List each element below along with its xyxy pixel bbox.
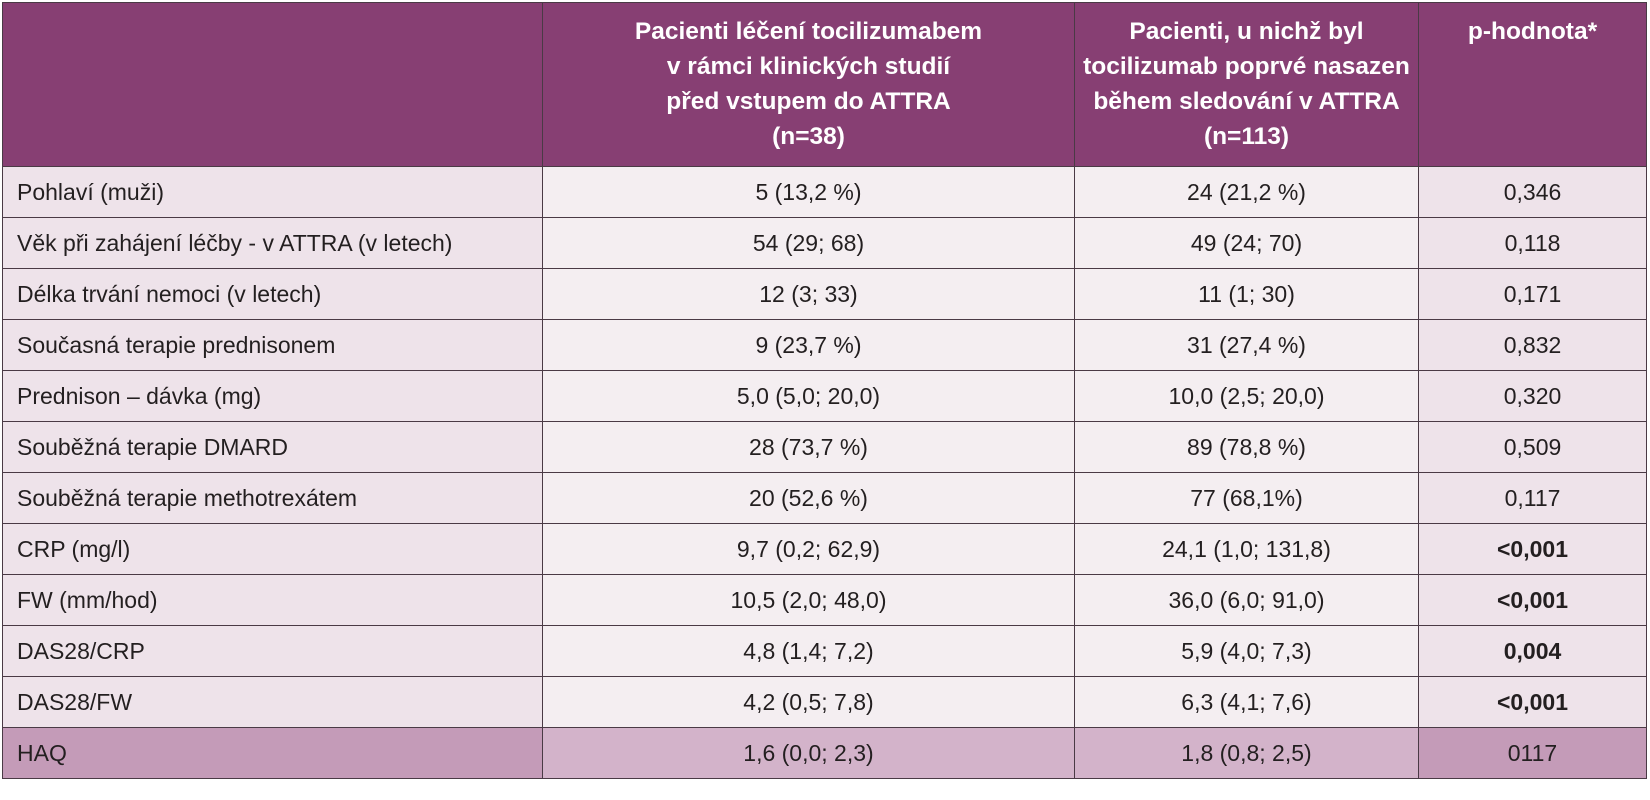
- p-value-cell: 0,171: [1418, 268, 1647, 320]
- group2-value-cell: 49 (24; 70): [1074, 217, 1419, 269]
- p-value-cell: 0,004: [1418, 625, 1647, 677]
- header-group2-line: během sledování v ATTRA: [1093, 88, 1400, 115]
- row-label-cell: CRP (mg/l): [2, 523, 543, 575]
- group2-value-cell: 1,8 (0,8; 2,5): [1074, 727, 1419, 779]
- header-p-value: p-hodnota*: [1418, 2, 1647, 167]
- table-row: Souběžná terapie DMARD 28 (73,7 %) 89 (78,…: [2, 421, 1647, 473]
- row-label-cell: Věk při zahájení léčby - v ATTRA (v lete…: [2, 217, 543, 269]
- p-value-cell: 0,320: [1418, 370, 1647, 422]
- group2-value-cell: 31 (27,4 %): [1074, 319, 1419, 371]
- group2-value-cell: 36,0 (6,0; 91,0): [1074, 574, 1419, 626]
- table-header: Pacienti léčení tocilizumabem v rámci kl…: [2, 2, 1647, 167]
- row-label-cell: DAS28/FW: [2, 676, 543, 728]
- header-group2: Pacienti, u nichž byl tocilizumab poprvé…: [1074, 2, 1419, 167]
- p-value-cell: 0117: [1418, 727, 1647, 779]
- p-value-cell: 0,832: [1418, 319, 1647, 371]
- comparison-table: Pacienti léčení tocilizumabem v rámci kl…: [2, 2, 1647, 779]
- group2-value-cell: 89 (78,8 %): [1074, 421, 1419, 473]
- group1-value-cell: 1,6 (0,0; 2,3): [542, 727, 1075, 779]
- header-group1-line: před vstupem do ATTRA: [666, 88, 951, 115]
- group2-value-cell: 24 (21,2 %): [1074, 166, 1419, 218]
- header-p-value-label: p-hodnota*: [1467, 18, 1598, 45]
- header-group2-line: Pacienti, u nichž byl: [1129, 18, 1364, 45]
- table-row: DAS28/CRP 4,8 (1,4; 7,2) 5,9 (4,0; 7,3) 0,0…: [2, 625, 1647, 677]
- header-group1-line: v rámci klinických studií: [666, 53, 951, 80]
- table-row: Souběžná terapie methotrexátem 20 (52,6 %…: [2, 472, 1647, 524]
- group1-value-cell: 5,0 (5,0; 20,0): [542, 370, 1075, 422]
- row-label-cell: Souběžná terapie DMARD: [2, 421, 543, 473]
- header-group1-line: Pacienti léčení tocilizumabem: [634, 18, 983, 45]
- table-row: CRP (mg/l) 9,7 (0,2; 62,9) 24,1 (1,0; 131,…: [2, 523, 1647, 575]
- table-row: HAQ 1,6 (0,0; 2,3) 1,8 (0,8; 2,5) 0117: [2, 727, 1647, 779]
- row-label-cell: Současná terapie prednisonem: [2, 319, 543, 371]
- header-empty-cell: [2, 2, 543, 167]
- row-label-cell: DAS28/CRP: [2, 625, 543, 677]
- row-label-cell: Prednison – dávka (mg): [2, 370, 543, 422]
- group1-value-cell: 5 (13,2 %): [542, 166, 1075, 218]
- comparison-table-container: Pacienti léčení tocilizumabem v rámci kl…: [2, 2, 1647, 779]
- table-row: DAS28/FW 4,2 (0,5; 7,8) 6,3 (4,1; 7,6) <0,0…: [2, 676, 1647, 728]
- p-value-cell: 0,117: [1418, 472, 1647, 524]
- row-label-cell: Souběžná terapie methotrexátem: [2, 472, 543, 524]
- p-value-cell: <0,001: [1418, 676, 1647, 728]
- p-value-cell: 0,509: [1418, 421, 1647, 473]
- group1-value-cell: 28 (73,7 %): [542, 421, 1075, 473]
- header-group2-line: tocilizumab poprvé nasazen: [1083, 53, 1410, 80]
- table-row: FW (mm/hod) 10,5 (2,0; 48,0) 36,0 (6,0; 91…: [2, 574, 1647, 626]
- group1-value-cell: 9,7 (0,2; 62,9): [542, 523, 1075, 575]
- group1-value-cell: 20 (52,6 %): [542, 472, 1075, 524]
- header-group2-line: (n=113): [1203, 123, 1290, 150]
- row-label-cell: Pohlaví (muži): [2, 166, 543, 218]
- group1-value-cell: 9 (23,7 %): [542, 319, 1075, 371]
- group2-value-cell: 24,1 (1,0; 131,8): [1074, 523, 1419, 575]
- header-group1: Pacienti léčení tocilizumabem v rámci kl…: [542, 2, 1075, 167]
- table-body: Pohlaví (muži) 5 (13,2 %) 24 (21,2 %) 0,346…: [2, 166, 1647, 779]
- p-value-cell: 0,346: [1418, 166, 1647, 218]
- p-value-cell: <0,001: [1418, 574, 1647, 626]
- group2-value-cell: 77 (68,1%): [1074, 472, 1419, 524]
- group1-value-cell: 10,5 (2,0; 48,0): [542, 574, 1075, 626]
- group2-value-cell: 10,0 (2,5; 20,0): [1074, 370, 1419, 422]
- group1-value-cell: 12 (3; 33): [542, 268, 1075, 320]
- p-value-cell: 0,118: [1418, 217, 1647, 269]
- group2-value-cell: 6,3 (4,1; 7,6): [1074, 676, 1419, 728]
- group1-value-cell: 4,2 (0,5; 7,8): [542, 676, 1075, 728]
- table-row: Pohlaví (muži) 5 (13,2 %) 24 (21,2 %) 0,346: [2, 166, 1647, 218]
- p-value-cell: <0,001: [1418, 523, 1647, 575]
- header-group1-line: (n=38): [772, 123, 845, 150]
- group2-value-cell: 11 (1; 30): [1074, 268, 1419, 320]
- group1-value-cell: 54 (29; 68): [542, 217, 1075, 269]
- row-label-cell: FW (mm/hod): [2, 574, 543, 626]
- group1-value-cell: 4,8 (1,4; 7,2): [542, 625, 1075, 677]
- table-row: Délka trvání nemoci (v letech) 12 (3; 33)…: [2, 268, 1647, 320]
- table-row: Současná terapie prednisonem 9 (23,7 %) 31…: [2, 319, 1647, 371]
- row-label-cell: Délka trvání nemoci (v letech): [2, 268, 543, 320]
- row-label-cell: HAQ: [2, 727, 543, 779]
- table-row: Prednison – dávka (mg) 5,0 (5,0; 20,0) 10,…: [2, 370, 1647, 422]
- table-row: Věk při zahájení léčby - v ATTRA (v lete…: [2, 217, 1647, 269]
- header-row: Pacienti léčení tocilizumabem v rámci kl…: [2, 2, 1647, 167]
- group2-value-cell: 5,9 (4,0; 7,3): [1074, 625, 1419, 677]
